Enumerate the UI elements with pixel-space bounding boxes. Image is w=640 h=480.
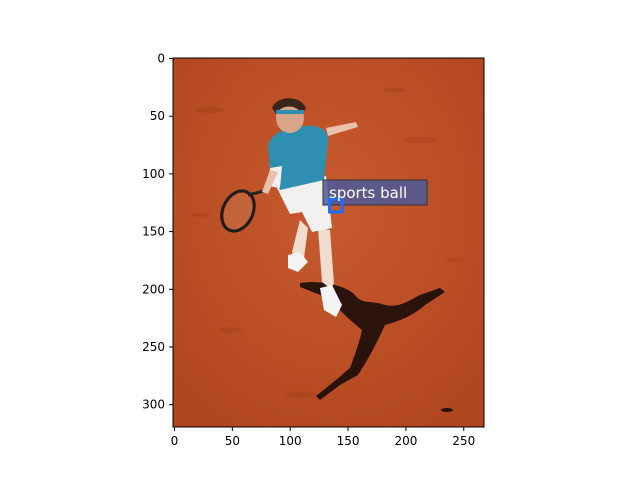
x-tick-label: 100 (279, 434, 302, 448)
tennis-player-photo (173, 58, 484, 427)
detection-label-background (322, 179, 428, 206)
y-tick-label: 250 (142, 340, 165, 354)
y-tick-label: 300 (142, 398, 165, 412)
sports-ball-bounding-box (328, 197, 344, 214)
x-tick-label: 250 (452, 434, 475, 448)
y-tick-label: 200 (142, 282, 165, 296)
racket (220, 188, 269, 233)
x-tick-label: 0 (171, 434, 179, 448)
axes-frame (172, 57, 485, 428)
y-axis: 0 50 100 150 200 250 300 (142, 52, 173, 412)
detection-label: sports ball (329, 184, 407, 202)
x-tick-label: 50 (225, 434, 240, 448)
y-tick-label: 50 (150, 109, 165, 123)
x-axis: 0 50 100 150 200 250 (171, 427, 475, 448)
x-tick-label: 200 (394, 434, 417, 448)
x-tick-label: 150 (337, 434, 360, 448)
y-tick-label: 150 (142, 225, 165, 239)
y-tick-label: 0 (157, 52, 165, 66)
detection-overlay: sports ball (322, 179, 428, 214)
y-tick-label: 100 (142, 167, 165, 181)
